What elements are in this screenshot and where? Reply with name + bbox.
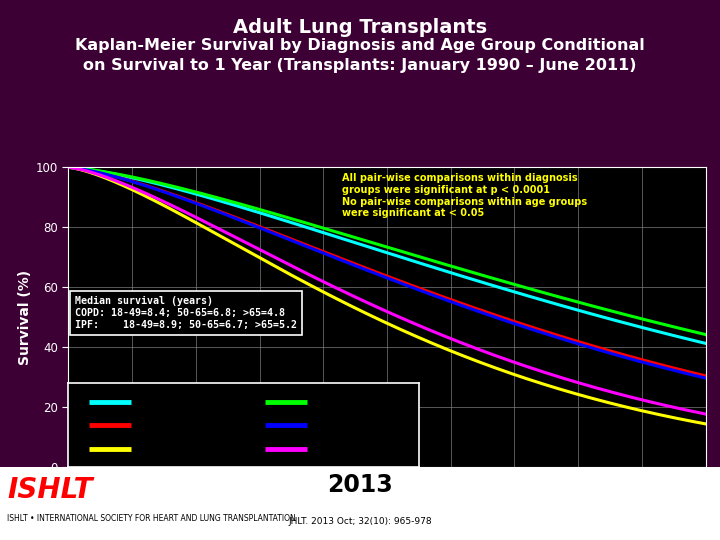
Text: 2013: 2013 xyxy=(327,473,393,497)
Text: Adult Lung Transplants: Adult Lung Transplants xyxy=(233,18,487,37)
Y-axis label: Survival (%): Survival (%) xyxy=(17,269,32,365)
Text: ISHLT: ISHLT xyxy=(7,476,93,504)
Text: JHLT. 2013 Oct; 32(10): 965-978: JHLT. 2013 Oct; 32(10): 965-978 xyxy=(288,517,432,525)
Text: All pair-wise comparisons within diagnosis
groups were significant at p < 0.0001: All pair-wise comparisons within diagnos… xyxy=(343,173,588,218)
Text: on Survival to 1 Year (Transplants: January 1990 – June 2011): on Survival to 1 Year (Transplants: Janu… xyxy=(84,58,636,73)
Text: Median survival (years)
COPD: 18-49=8.4; 50-65=6.8; >65=4.8
IPF:    18-49=8.9; 5: Median survival (years) COPD: 18-49=8.4;… xyxy=(75,296,297,329)
FancyBboxPatch shape xyxy=(0,467,720,540)
Text: ISHLT • INTERNATIONAL SOCIETY FOR HEART AND LUNG TRANSPLANTATION: ISHLT • INTERNATIONAL SOCIETY FOR HEART … xyxy=(7,515,296,523)
Text: Kaplan-Meier Survival by Diagnosis and Age Group Conditional: Kaplan-Meier Survival by Diagnosis and A… xyxy=(75,38,645,53)
X-axis label: Years: Years xyxy=(366,495,408,509)
